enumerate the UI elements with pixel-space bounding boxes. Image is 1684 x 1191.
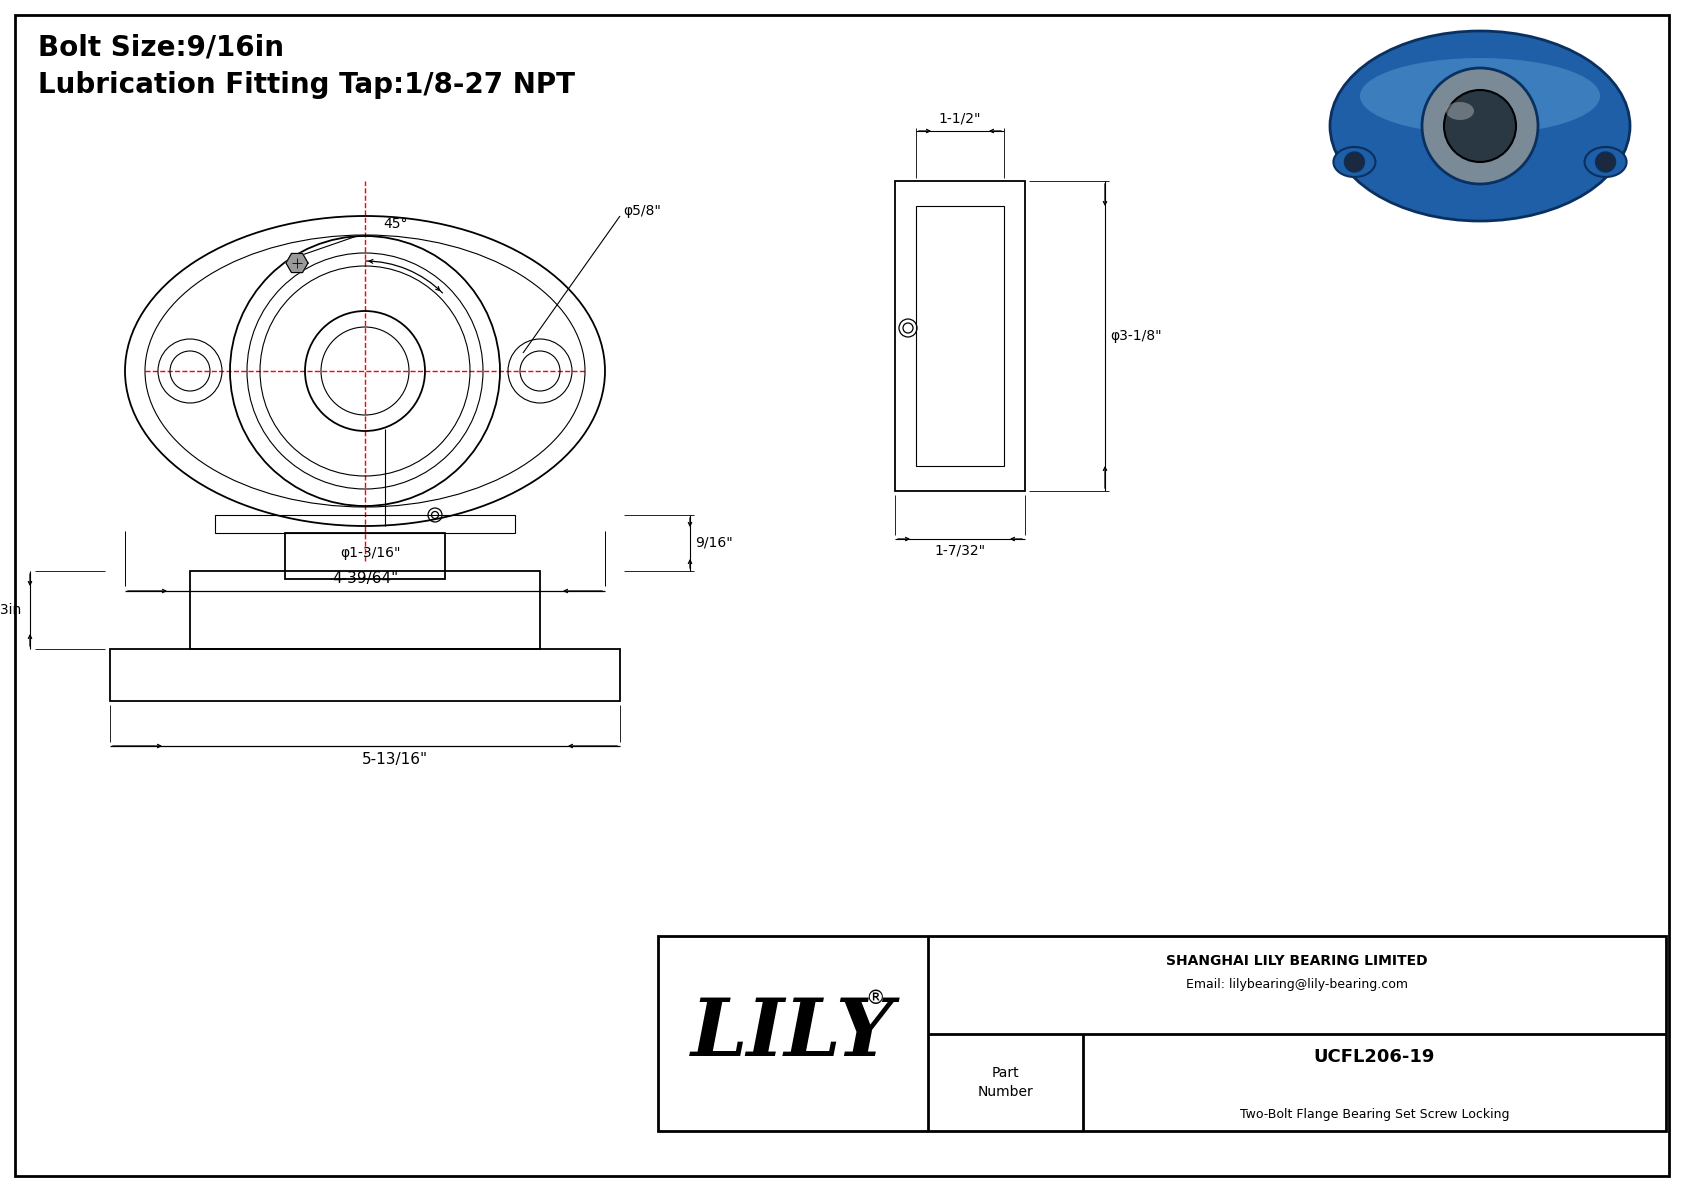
Bar bbox=[216, 515, 515, 534]
Text: Two-Bolt Flange Bearing Set Screw Locking: Two-Bolt Flange Bearing Set Screw Lockin… bbox=[1239, 1108, 1509, 1121]
Text: ®: ® bbox=[866, 990, 884, 1009]
Ellipse shape bbox=[1361, 58, 1600, 135]
Text: 1-7/32": 1-7/32" bbox=[935, 544, 985, 559]
Text: φ5/8": φ5/8" bbox=[623, 204, 660, 218]
Polygon shape bbox=[286, 254, 308, 273]
Bar bbox=[658, 936, 1665, 1131]
Bar bbox=[285, 534, 445, 579]
Text: 1-1/2": 1-1/2" bbox=[938, 112, 982, 126]
Text: 9/16": 9/16" bbox=[695, 536, 733, 550]
Text: SHANGHAI LILY BEARING LIMITED: SHANGHAI LILY BEARING LIMITED bbox=[1167, 954, 1428, 968]
Ellipse shape bbox=[1330, 31, 1630, 222]
Bar bbox=[190, 570, 541, 649]
Text: 45°: 45° bbox=[382, 217, 408, 231]
Bar bbox=[109, 649, 620, 701]
Circle shape bbox=[1421, 68, 1537, 183]
Text: LILY: LILY bbox=[692, 994, 894, 1072]
Text: Email: lilybearing@lily-bearing.com: Email: lilybearing@lily-bearing.com bbox=[1186, 978, 1408, 991]
Circle shape bbox=[1595, 152, 1615, 172]
Text: Bolt Size:9/16in: Bolt Size:9/16in bbox=[39, 33, 285, 61]
Text: 4-39/64": 4-39/64" bbox=[332, 570, 397, 586]
Text: 1.583in: 1.583in bbox=[0, 603, 22, 617]
Text: Part
Number: Part Number bbox=[978, 1066, 1034, 1099]
Ellipse shape bbox=[1334, 146, 1376, 177]
Circle shape bbox=[1344, 152, 1364, 172]
Circle shape bbox=[1443, 91, 1516, 162]
Bar bbox=[894, 181, 1026, 491]
Ellipse shape bbox=[1585, 146, 1627, 177]
Text: Lubrication Fitting Tap:1/8-27 NPT: Lubrication Fitting Tap:1/8-27 NPT bbox=[39, 71, 574, 99]
Ellipse shape bbox=[1447, 102, 1474, 120]
Text: φ3-1/8": φ3-1/8" bbox=[1110, 329, 1162, 343]
Text: φ1-3/16": φ1-3/16" bbox=[340, 545, 401, 560]
Text: UCFL206-19: UCFL206-19 bbox=[1314, 1048, 1435, 1066]
Text: 5-13/16": 5-13/16" bbox=[362, 752, 428, 767]
Bar bbox=[916, 206, 1004, 466]
